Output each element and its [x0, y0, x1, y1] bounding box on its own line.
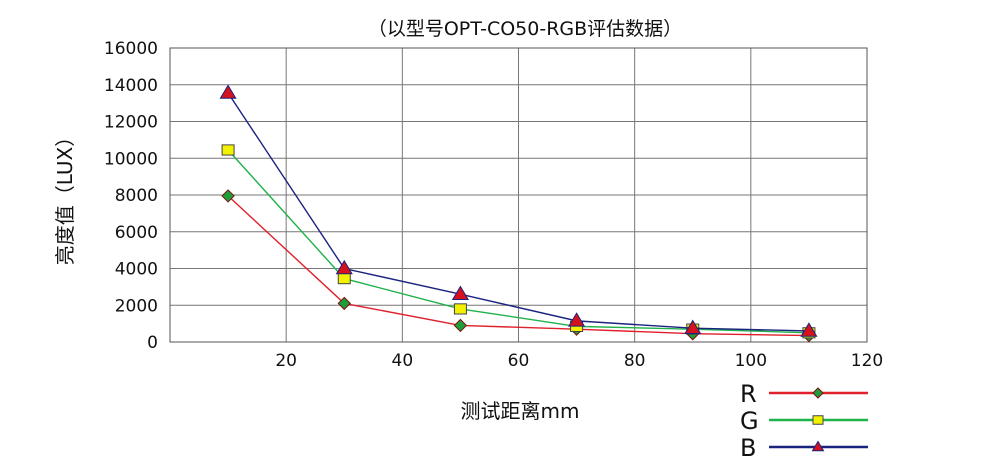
y-tick-label: 10000	[104, 149, 158, 169]
legend-label: G	[740, 407, 759, 435]
legend-item-G: G	[740, 407, 868, 435]
y-tick-label: 8000	[115, 186, 158, 206]
series-B	[219, 84, 818, 337]
x-tick-label: 40	[392, 351, 414, 371]
x-tick-label: 80	[624, 351, 646, 371]
y-tick-label: 12000	[104, 113, 158, 133]
legend-item-R: R	[740, 380, 868, 408]
data-point-B	[219, 84, 237, 99]
y-tick-label: 0	[147, 333, 158, 353]
series-line-G	[227, 149, 809, 334]
y-tick-label: 2000	[115, 296, 158, 316]
y-axis-ticks: 0 2000 4000 6000 8000 10000 12000 14000 16000	[104, 39, 158, 353]
legend-marker	[812, 387, 824, 399]
data-point-R	[337, 296, 351, 311]
legend-marker	[812, 415, 824, 425]
series-line-R	[227, 195, 809, 337]
series-line-B	[227, 92, 809, 332]
data-point-B	[684, 319, 702, 334]
data-point-R	[453, 318, 468, 333]
legend-label: B	[740, 434, 756, 462]
data-point-B	[800, 322, 818, 337]
data-point-G	[453, 303, 467, 315]
data-point-B	[568, 312, 586, 327]
legend-marker	[811, 440, 825, 452]
y-tick-label: 6000	[115, 223, 158, 243]
plot-grid	[170, 48, 867, 342]
legend: RGB	[740, 380, 868, 462]
plot-frame	[169, 47, 868, 343]
data-point-G	[221, 144, 235, 156]
y-tick-label: 16000	[104, 39, 158, 59]
series-layer	[219, 84, 818, 343]
legend-label: R	[740, 380, 757, 408]
x-tick-label: 20	[275, 351, 297, 371]
x-axis-ticks: 20 40 60 80 100 120	[275, 351, 883, 371]
chart-title: （以型号OPT-CO50-RGB评估数据）	[368, 18, 682, 40]
y-tick-label: 4000	[115, 260, 158, 280]
x-tick-label: 100	[735, 351, 767, 371]
x-tick-label: 60	[508, 351, 530, 371]
legend-item-B: B	[740, 434, 868, 462]
y-tick-label: 14000	[104, 76, 158, 96]
x-tick-label: 120	[851, 351, 883, 371]
data-point-B	[335, 259, 353, 275]
x-axis-label: 测试距离mm	[461, 399, 580, 423]
data-point-G	[337, 273, 351, 285]
data-point-B	[451, 285, 469, 300]
y-axis-label: 亮度值（LUX）	[53, 127, 77, 266]
data-point-R	[221, 189, 235, 203]
